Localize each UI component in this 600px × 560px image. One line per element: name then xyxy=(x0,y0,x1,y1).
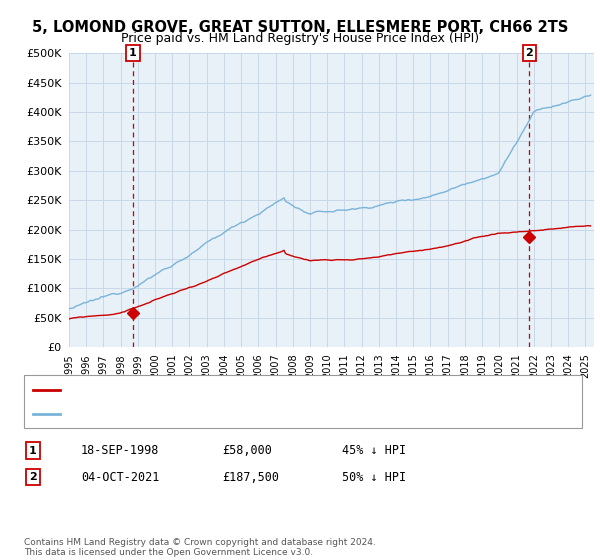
Text: 2: 2 xyxy=(29,472,37,482)
Text: Contains HM Land Registry data © Crown copyright and database right 2024.
This d: Contains HM Land Registry data © Crown c… xyxy=(24,538,376,557)
Text: HPI: Average price, detached house, Cheshire West and Chester: HPI: Average price, detached house, Ches… xyxy=(66,408,401,418)
Text: 04-OCT-2021: 04-OCT-2021 xyxy=(81,470,160,484)
Text: 50% ↓ HPI: 50% ↓ HPI xyxy=(342,470,406,484)
Text: 45% ↓ HPI: 45% ↓ HPI xyxy=(342,444,406,458)
Text: 5, LOMOND GROVE, GREAT SUTTON, ELLESMERE PORT, CH66 2TS (detached house): 5, LOMOND GROVE, GREAT SUTTON, ELLESMERE… xyxy=(66,385,503,395)
Text: 5, LOMOND GROVE, GREAT SUTTON, ELLESMERE PORT, CH66 2TS: 5, LOMOND GROVE, GREAT SUTTON, ELLESMERE… xyxy=(32,20,568,35)
Text: 1: 1 xyxy=(29,446,37,456)
Text: £58,000: £58,000 xyxy=(222,444,272,458)
Text: 2: 2 xyxy=(526,48,533,58)
Text: 18-SEP-1998: 18-SEP-1998 xyxy=(81,444,160,458)
Text: Price paid vs. HM Land Registry's House Price Index (HPI): Price paid vs. HM Land Registry's House … xyxy=(121,32,479,45)
Text: 1: 1 xyxy=(129,48,137,58)
Text: £187,500: £187,500 xyxy=(222,470,279,484)
